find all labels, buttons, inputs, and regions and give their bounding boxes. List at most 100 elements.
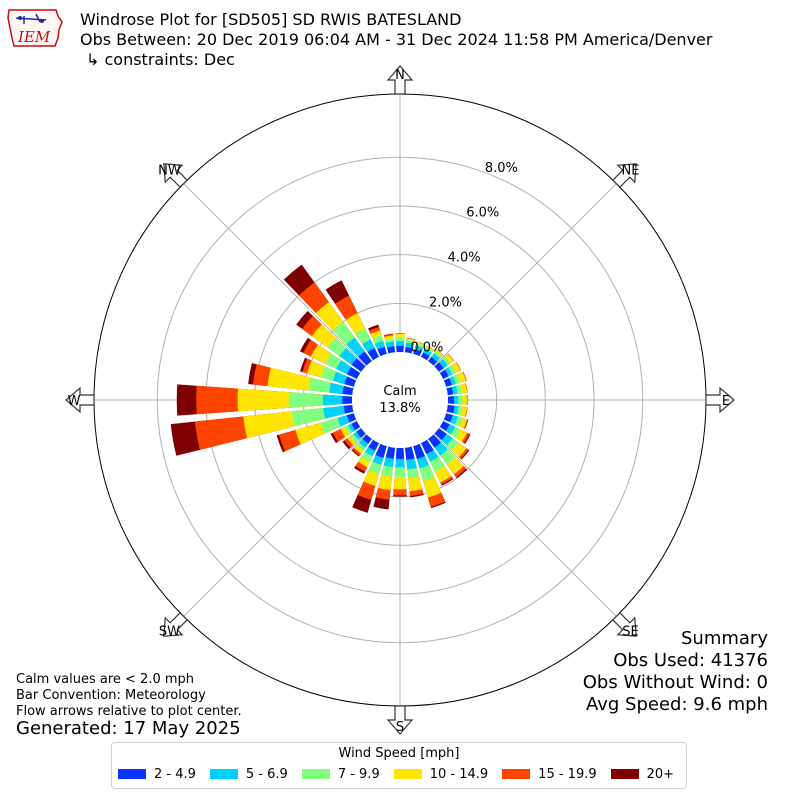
legend-label: 20+: [646, 767, 675, 782]
windrose-bar-60-bin-1: [439, 369, 449, 379]
compass-label-se: SE: [622, 625, 638, 640]
legend-label: 7 - 9.9: [337, 767, 380, 782]
legend-swatch: [209, 769, 238, 779]
windrose-bar-270-bin-1: [342, 395, 353, 405]
grid-spoke: [433, 433, 617, 617]
compass-label-ne: NE: [622, 163, 640, 178]
grid-spoke: [183, 433, 367, 617]
bar-convention: Bar Convention: Meteorology: [16, 688, 206, 703]
windrose-bar-150-bin-1: [421, 439, 434, 455]
flow-arrow-icon-e: [705, 386, 735, 414]
flow-arrow-icon-s: [386, 705, 414, 735]
legend-item: 10 - 14.9: [393, 767, 489, 782]
windrose-bar-310-bin-1: [351, 358, 366, 372]
windrose-bar-260-bin-1: [343, 405, 354, 414]
summary-block: Summary Obs Used: 41376 Obs Without Wind…: [583, 628, 768, 716]
summary-title: Summary: [681, 628, 768, 649]
legend-swatch: [610, 769, 639, 779]
windrose-bar-290-bin-1: [344, 376, 357, 387]
flow-arrow-icon-ne: [611, 163, 637, 189]
windrose-bar-120-bin-1: [439, 421, 450, 431]
windrose-bar-0-bin-1: [396, 345, 404, 353]
grid-spoke: [433, 183, 617, 367]
windrose-bar-40-bin-1: [428, 356, 438, 366]
compass-label-n: N: [395, 68, 405, 83]
obs-between: Obs Between: 20 Dec 2019 06:04 AM - 31 D…: [80, 30, 713, 49]
windrose-bars: [170, 264, 471, 513]
legend-swatch: [502, 769, 531, 779]
compass-label-w: W: [68, 394, 81, 409]
legend-title: Wind Speed [mph]: [338, 746, 460, 761]
legend-swatch: [118, 769, 146, 779]
legend-item: 15 - 19.9: [502, 767, 597, 782]
generated-date: Generated: 17 May 2025: [16, 718, 241, 739]
chart-title-block: Windrose Plot for [SD505] SD RWIS BATESL…: [80, 10, 712, 70]
windrose-bar-330-bin-1: [367, 348, 379, 361]
obs-used: Obs Used: 41376: [613, 650, 768, 671]
flow-arrow-icon-se: [611, 611, 637, 637]
windrose-bar-130-bin-1: [434, 428, 447, 441]
windrose-bar-320-bin-1: [358, 351, 372, 366]
polar-overlay: 0.0% 2.0% 4.0% 6.0% 8.0% Calm 13.8% N NE E SE S SW W N…: [65, 65, 735, 735]
windrose-bar-160-bin-1: [413, 443, 425, 460]
radial-tick-label: 4.0%: [448, 251, 481, 266]
windrose-bar-300-bin-1: [347, 367, 361, 379]
legend: Wind Speed [mph] 2 - 4.9 5 - 6.9 7 - 9.9 10…: [111, 742, 687, 789]
radial-tick-label: 0.0%: [410, 341, 443, 356]
legend-item: 5 - 6.9: [209, 767, 288, 782]
iowa-state-outline-icon: IEM: [7, 9, 63, 47]
radial-tick-label: 2.0%: [429, 296, 462, 311]
windrose-bar-20-bin-1: [413, 349, 422, 357]
compass-label-s: S: [396, 720, 404, 735]
avg-speed: Avg Speed: 9.6 mph: [586, 694, 768, 715]
windrose-bar-240-bin-1: [351, 421, 361, 431]
windrose-bar-350-bin-1: [386, 346, 395, 354]
legend-label: 2 - 4.9: [154, 767, 196, 782]
windrose-bar-210-bin-1: [368, 439, 379, 451]
legend-item: 20+: [610, 767, 675, 782]
windrose-bar-100-bin-1: [446, 405, 455, 414]
logo-text: IEM: [17, 28, 51, 46]
calm-circle: [352, 352, 448, 448]
notes-block: Calm values are < 2.0 mph Bar Convention…: [16, 672, 242, 720]
obs-without-wind: Obs Without Wind: 0: [582, 672, 768, 693]
legend-label: 15 - 19.9: [538, 767, 597, 782]
windrose-bar-110-bin-1: [443, 413, 453, 423]
windrose-bar-90-bin-1: [447, 396, 455, 404]
windrose-bar-200-bin-1: [375, 443, 387, 458]
flow-arrow-icon-sw: [163, 611, 189, 637]
flow-arrows-note: Flow arrows relative to plot center.: [16, 704, 242, 719]
legend-item: 7 - 9.9: [301, 767, 380, 782]
windrose-bar-250-bin-1: [346, 413, 357, 423]
legend-label: 10 - 14.9: [429, 767, 489, 782]
radial-tick-label: 8.0%: [485, 161, 518, 176]
flow-arrow-icon-w: [65, 386, 95, 414]
calm-value: 13.8%: [379, 401, 420, 416]
windrose-bar-80-bin-1: [446, 387, 454, 395]
windrose-bar-230-bin-1: [356, 428, 366, 438]
flow-arrow-icon-nw: [163, 163, 189, 189]
windrose-bar-140-bin-1: [428, 434, 441, 448]
windrose-bar-10-bin-1: [405, 346, 413, 354]
radial-tick-label: 6.0%: [466, 206, 499, 221]
windrose-bar-220-bin-1: [362, 434, 372, 444]
compass-label-sw: SW: [159, 625, 180, 640]
windrose-bar-340-bin-1: [377, 346, 387, 357]
windrose-bar-30-bin-1: [421, 352, 430, 361]
constraints: ↳ constraints: Dec: [86, 50, 235, 69]
calm-definition: Calm values are < 2.0 mph: [16, 672, 195, 687]
calm-label: Calm: [383, 384, 416, 399]
iem-logo: IEM: [6, 6, 64, 52]
legend-swatch: [301, 769, 330, 779]
windrose-bar-50-bin-1: [434, 362, 444, 372]
flow-arrow-icon-n: [386, 65, 414, 95]
legend-swatch: [393, 769, 422, 779]
windrose-bar-70-bin-1: [443, 378, 452, 387]
windrose-bar-170-bin-1: [405, 446, 415, 460]
legend-item: 2 - 4.9: [118, 767, 196, 782]
compass-label-nw: NW: [158, 163, 181, 178]
windrose-bar-190-bin-1: [385, 446, 395, 459]
grid-spoke: [183, 183, 367, 367]
